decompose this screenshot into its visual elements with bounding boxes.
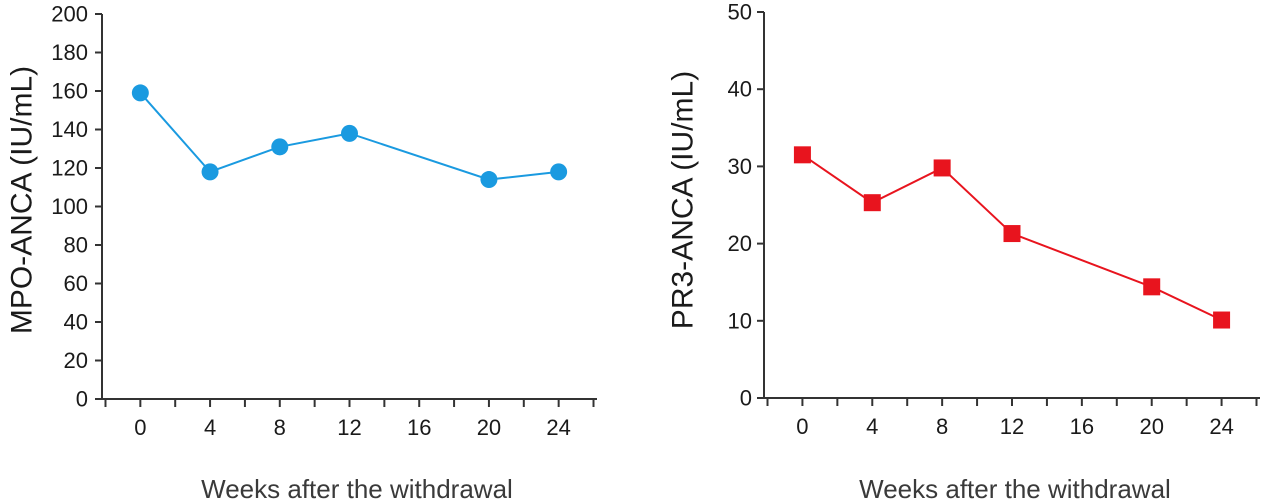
x-tick-label: 8	[274, 415, 286, 440]
data-point-marker	[131, 84, 149, 102]
y-tick-label: 40	[728, 77, 752, 102]
y-tick-label: 30	[728, 154, 752, 179]
x-tick-label: 12	[1000, 414, 1024, 439]
x-tick-label: 4	[204, 415, 216, 440]
series-line	[801, 153, 1223, 321]
y-axis-title: PR3-ANCA (IU/mL)	[667, 71, 700, 329]
data-point-marker	[793, 146, 811, 164]
data-point-marker	[271, 138, 289, 156]
y-tick-label: 60	[64, 271, 88, 296]
pr3-anca-chart: PR3-ANCA (IU/mL) Weeks after the withdra…	[667, 0, 1260, 501]
x-tick-label: 4	[866, 414, 878, 439]
x-tick-label: 8	[936, 414, 948, 439]
y-tick-label: 100	[51, 194, 88, 219]
y-tick-label: 80	[64, 233, 88, 258]
data-point-marker	[1003, 225, 1021, 243]
x-tick-label: 20	[477, 415, 501, 440]
data-point-marker	[480, 171, 498, 189]
data-point-marker	[550, 163, 568, 181]
y-axis-title: MPO-ANCA (IU/mL)	[6, 66, 39, 334]
x-axis-title: Weeks after the withdrawal	[859, 474, 1171, 501]
data-point-marker	[201, 163, 219, 181]
data-point-marker	[933, 159, 951, 177]
y-tick-label: 50	[728, 0, 752, 25]
y-tick-label: 0	[740, 386, 752, 411]
series-line	[139, 92, 559, 181]
data-point-marker	[863, 194, 881, 212]
x-tick-label: 0	[134, 415, 146, 440]
y-tick-label: 10	[728, 308, 752, 333]
y-tick-label: 0	[76, 387, 88, 412]
y-tick-label: 160	[51, 79, 88, 104]
y-tick-label: 180	[51, 40, 88, 65]
y-tick-label: 20	[728, 231, 752, 256]
data-point-marker	[1213, 311, 1231, 329]
x-tick-label: 24	[1209, 414, 1233, 439]
x-tick-label: 24	[546, 415, 570, 440]
x-tick-label: 20	[1139, 414, 1163, 439]
data-point-marker	[341, 124, 358, 142]
x-axis-title: Weeks after the withdrawal	[201, 474, 513, 501]
y-tick-label: 140	[51, 117, 88, 142]
x-tick-label: 16	[407, 415, 431, 440]
data-point-marker	[1143, 278, 1161, 296]
y-tick-label: 20	[64, 348, 88, 373]
y-tick-label: 200	[51, 2, 88, 27]
y-tick-label: 40	[64, 310, 88, 335]
x-tick-label: 0	[796, 414, 808, 439]
x-tick-label: 12	[337, 415, 361, 440]
x-tick-label: 16	[1070, 414, 1094, 439]
y-tick-label: 120	[51, 156, 88, 181]
mpo-anca-chart: MPO-ANCA (IU/mL) Weeks after the withdra…	[6, 2, 597, 501]
